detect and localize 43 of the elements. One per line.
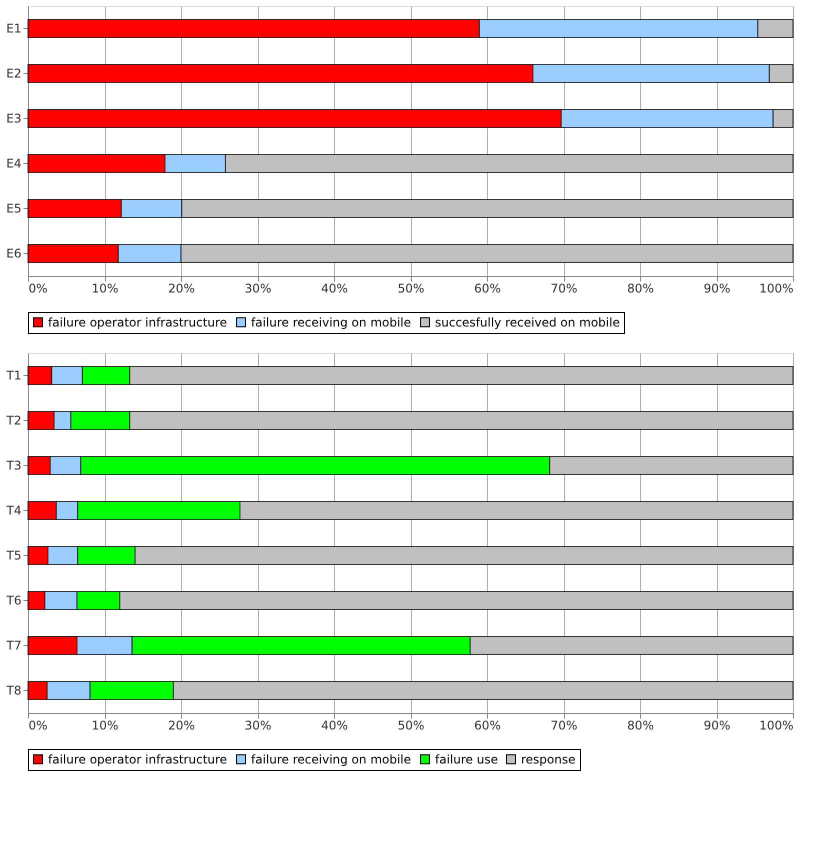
legend-label: failure receiving on mobile	[251, 315, 412, 330]
y-tick-label: E5	[6, 202, 22, 216]
legend-label: failure operator infrastructure	[48, 752, 228, 766]
x-tick-label: 0%	[28, 282, 48, 296]
x-tick-label: 40%	[321, 282, 348, 296]
y-tick-label: E3	[6, 112, 22, 126]
y-tick-label: T1	[6, 368, 22, 382]
y-tick-label: E2	[6, 66, 22, 80]
y-tick-label: T7	[6, 638, 22, 652]
x-tick-label: 0%	[28, 718, 48, 732]
x-tick-label: 70%	[550, 282, 578, 296]
legend-label: response	[521, 752, 576, 766]
y-tick-label: T3	[6, 458, 22, 472]
legend-label: succesfully received on mobile	[435, 315, 620, 330]
x-tick-label: 10%	[92, 282, 118, 296]
x-tick-label: 30%	[244, 282, 272, 296]
x-tick-label: 60%	[474, 718, 501, 732]
x-tick-label: 80%	[627, 718, 654, 732]
x-tick-label: 50%	[398, 718, 424, 732]
y-tick-label: T8	[6, 684, 22, 698]
y-tick-label: T5	[6, 548, 22, 562]
x-tick-label: 50%	[398, 282, 424, 296]
y-tick-label: E1	[6, 22, 22, 36]
x-tick-label: 20%	[168, 282, 195, 296]
x-tick-label: 90%	[704, 282, 730, 296]
y-tick-label: T4	[6, 504, 22, 518]
x-tick-label: 90%	[704, 718, 730, 732]
x-tick-label: 20%	[168, 718, 195, 732]
x-tick-label: 100%	[759, 282, 794, 296]
y-tick-label: T6	[6, 594, 22, 608]
y-tick-label: T2	[6, 414, 22, 428]
y-tick-label: E6	[6, 246, 22, 260]
legend-label: failure operator infrastructure	[48, 315, 228, 330]
x-tick-label: 60%	[474, 282, 501, 296]
y-tick-label: E4	[6, 156, 22, 170]
x-tick-label: 100%	[759, 718, 794, 732]
x-tick-label: 80%	[627, 282, 654, 296]
x-tick-label: 40%	[321, 718, 348, 732]
legend-label: failure receiving on mobile	[251, 752, 412, 766]
legend-label: failure use	[435, 752, 498, 766]
x-tick-label: 10%	[92, 718, 118, 732]
x-tick-label: 30%	[244, 718, 272, 732]
x-tick-label: 70%	[550, 718, 578, 732]
